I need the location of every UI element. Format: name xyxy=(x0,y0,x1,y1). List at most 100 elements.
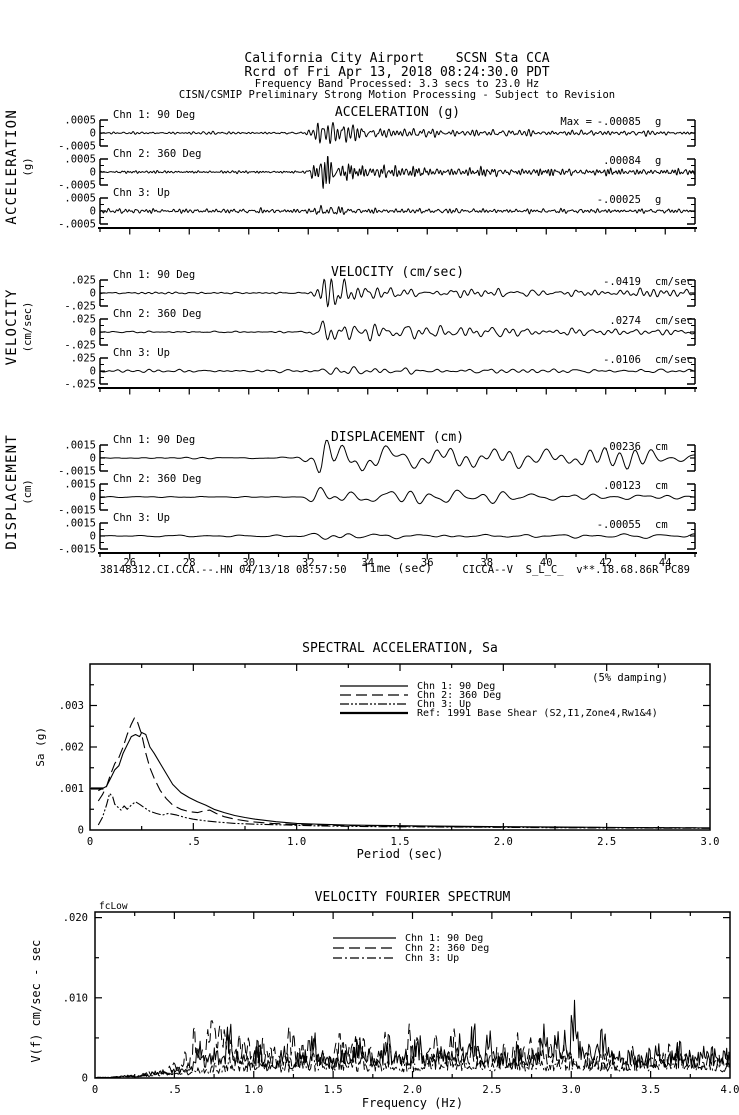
fourier-series-chn-3-up xyxy=(94,1042,731,1079)
ytick-label: 0 xyxy=(90,327,96,339)
peak-unit: cm/sec xyxy=(655,354,693,366)
side-axis-label: DISPLACEMENT xyxy=(4,434,20,550)
side-axis-label: VELOCITY xyxy=(4,288,20,365)
peak-value: -.00025 xyxy=(597,194,641,206)
ytick-label: .0005 xyxy=(64,154,96,166)
sa-series-chn-3-up xyxy=(97,792,711,829)
legend-label: Ref: 1991 Base Shear (S2,I1,Zone4,Rw1&4) xyxy=(417,708,658,719)
panel-title: DISPLACEMENT (cm) xyxy=(331,430,464,445)
waveform-path xyxy=(100,439,695,474)
chart-title: VELOCITY FOURIER SPECTRUM xyxy=(315,890,511,905)
ytick-label: -.0015 xyxy=(58,505,96,517)
ytick-label: .0015 xyxy=(64,518,96,530)
xtick-label: 0 xyxy=(87,836,93,848)
ytick-label: 0 xyxy=(78,825,84,837)
ytick-label: .0015 xyxy=(64,440,96,452)
ytick-label: -.025 xyxy=(64,379,96,391)
ytick-label: .0015 xyxy=(64,479,96,491)
ytick-label: .010 xyxy=(63,992,88,1004)
record-header: California City Airport SCSN Sta CCA Rcr… xyxy=(55,52,739,101)
xtick-label: 1.5 xyxy=(391,836,410,848)
peak-unit: g xyxy=(655,194,661,206)
damping-note: (5% damping) xyxy=(592,672,668,684)
trace-group-acceleration: ACCELERATION (g)ACCELERATION (g).00050-.0… xyxy=(4,105,697,235)
peak-unit: cm/sec xyxy=(655,315,693,327)
panel-title: ACCELERATION (g) xyxy=(335,105,460,120)
peak-unit: cm xyxy=(655,441,668,453)
xtick-label: .5 xyxy=(168,1084,181,1096)
xtick-label: 3.5 xyxy=(641,1084,660,1096)
channel-label: Chn 3: Up xyxy=(113,187,170,199)
channel-label: Chn 1: 90 Deg xyxy=(113,109,195,121)
waveform-path xyxy=(99,122,696,144)
ytick-label: .0005 xyxy=(64,193,96,205)
y-axis-label: Sa (g) xyxy=(34,727,47,767)
xtick-label: 1.0 xyxy=(244,1084,263,1096)
legend-label: Chn 3: Up xyxy=(417,699,471,710)
channel-label: Chn 2: 360 Deg xyxy=(113,308,202,320)
spectral-acceleration-chart: SPECTRAL ACCELERATION, Sa 0 .5 1.0 1.5 2.0 2.5… xyxy=(34,641,719,861)
xtick-label: 3.0 xyxy=(562,1084,581,1096)
ytick-label: .020 xyxy=(63,912,88,924)
ytick-label: 0 xyxy=(90,128,96,140)
ytick-label: -.0015 xyxy=(58,544,96,556)
ytick-label: -.0005 xyxy=(58,141,96,153)
peak-value: -.00055 xyxy=(597,519,641,531)
frequency-band-note: Frequency Band Processed: 3.3 secs to 23… xyxy=(254,78,540,91)
fourier-series-chn-2-360-deg xyxy=(94,1020,731,1079)
peak-value: -.0419 xyxy=(603,276,641,288)
peak-unit: g xyxy=(655,155,661,167)
fourier-spectrum-chart: VELOCITY FOURIER SPECTRUM fcLow 0 .5 1.0 1.5 2… xyxy=(29,890,739,1110)
waveform-path xyxy=(100,487,696,505)
legend-item: Chn 3: Up xyxy=(333,953,459,964)
chart-title: SPECTRAL ACCELERATION, Sa xyxy=(302,641,498,656)
xtick-label: 2.5 xyxy=(597,836,616,848)
ytick-label: .001 xyxy=(59,783,84,795)
waveform-path xyxy=(100,532,696,540)
time-tick-label: 30 xyxy=(242,557,255,569)
time-tick-label: 26 xyxy=(123,557,136,569)
peak-value: .0274 xyxy=(609,315,641,327)
legend-item: Chn 3: Up xyxy=(340,699,471,710)
legend-label: Chn 2: 360 Deg xyxy=(405,943,489,954)
xtick-label: 2.0 xyxy=(403,1084,422,1096)
channel-label: Chn 2: 360 Deg xyxy=(113,473,202,485)
peak-prefix: Max = xyxy=(560,116,592,128)
filter-corner-label: fcLow xyxy=(99,901,128,912)
ytick-label: .003 xyxy=(59,700,84,712)
time-tick-label: 28 xyxy=(183,557,196,569)
xtick-label: 4.0 xyxy=(721,1084,739,1096)
peak-value: .00123 xyxy=(603,480,641,492)
channel-label: Chn 1: 90 Deg xyxy=(113,434,195,446)
station-code-label: CICCA--V S_L_C_ v**.18.68.86R PC89 xyxy=(462,564,690,576)
ytick-label: 0 xyxy=(90,366,96,378)
peak-unit: cm/sec xyxy=(655,276,693,288)
peak-value: .00084 xyxy=(603,155,641,167)
xtick-label: 2.0 xyxy=(494,836,513,848)
plot-box xyxy=(89,663,711,831)
xtick-label: 1.5 xyxy=(324,1084,343,1096)
side-axis-label: ACCELERATION xyxy=(4,109,20,225)
sa-series-chn-2-360-deg xyxy=(97,717,711,829)
side-axis-unit: (g) xyxy=(22,157,34,176)
trace-group-velocity: VELOCITY (cm/sec)VELOCITY (cm/sec).0250-.… xyxy=(4,265,697,395)
time-tick-label: 36 xyxy=(421,557,434,569)
xtick-label: .5 xyxy=(187,836,200,848)
waveform-path xyxy=(99,278,696,308)
side-axis-unit: (cm/sec) xyxy=(22,302,34,353)
ytick-label: -.0015 xyxy=(58,466,96,478)
channel-label: Chn 3: Up xyxy=(113,347,170,359)
legend-item: Chn 2: 360 Deg xyxy=(340,690,501,701)
peak-value: -.0106 xyxy=(603,354,641,366)
xtick-label: 3.0 xyxy=(701,836,720,848)
x-axis-label: Frequency (Hz) xyxy=(362,1096,463,1110)
ytick-label: -.025 xyxy=(64,301,96,313)
